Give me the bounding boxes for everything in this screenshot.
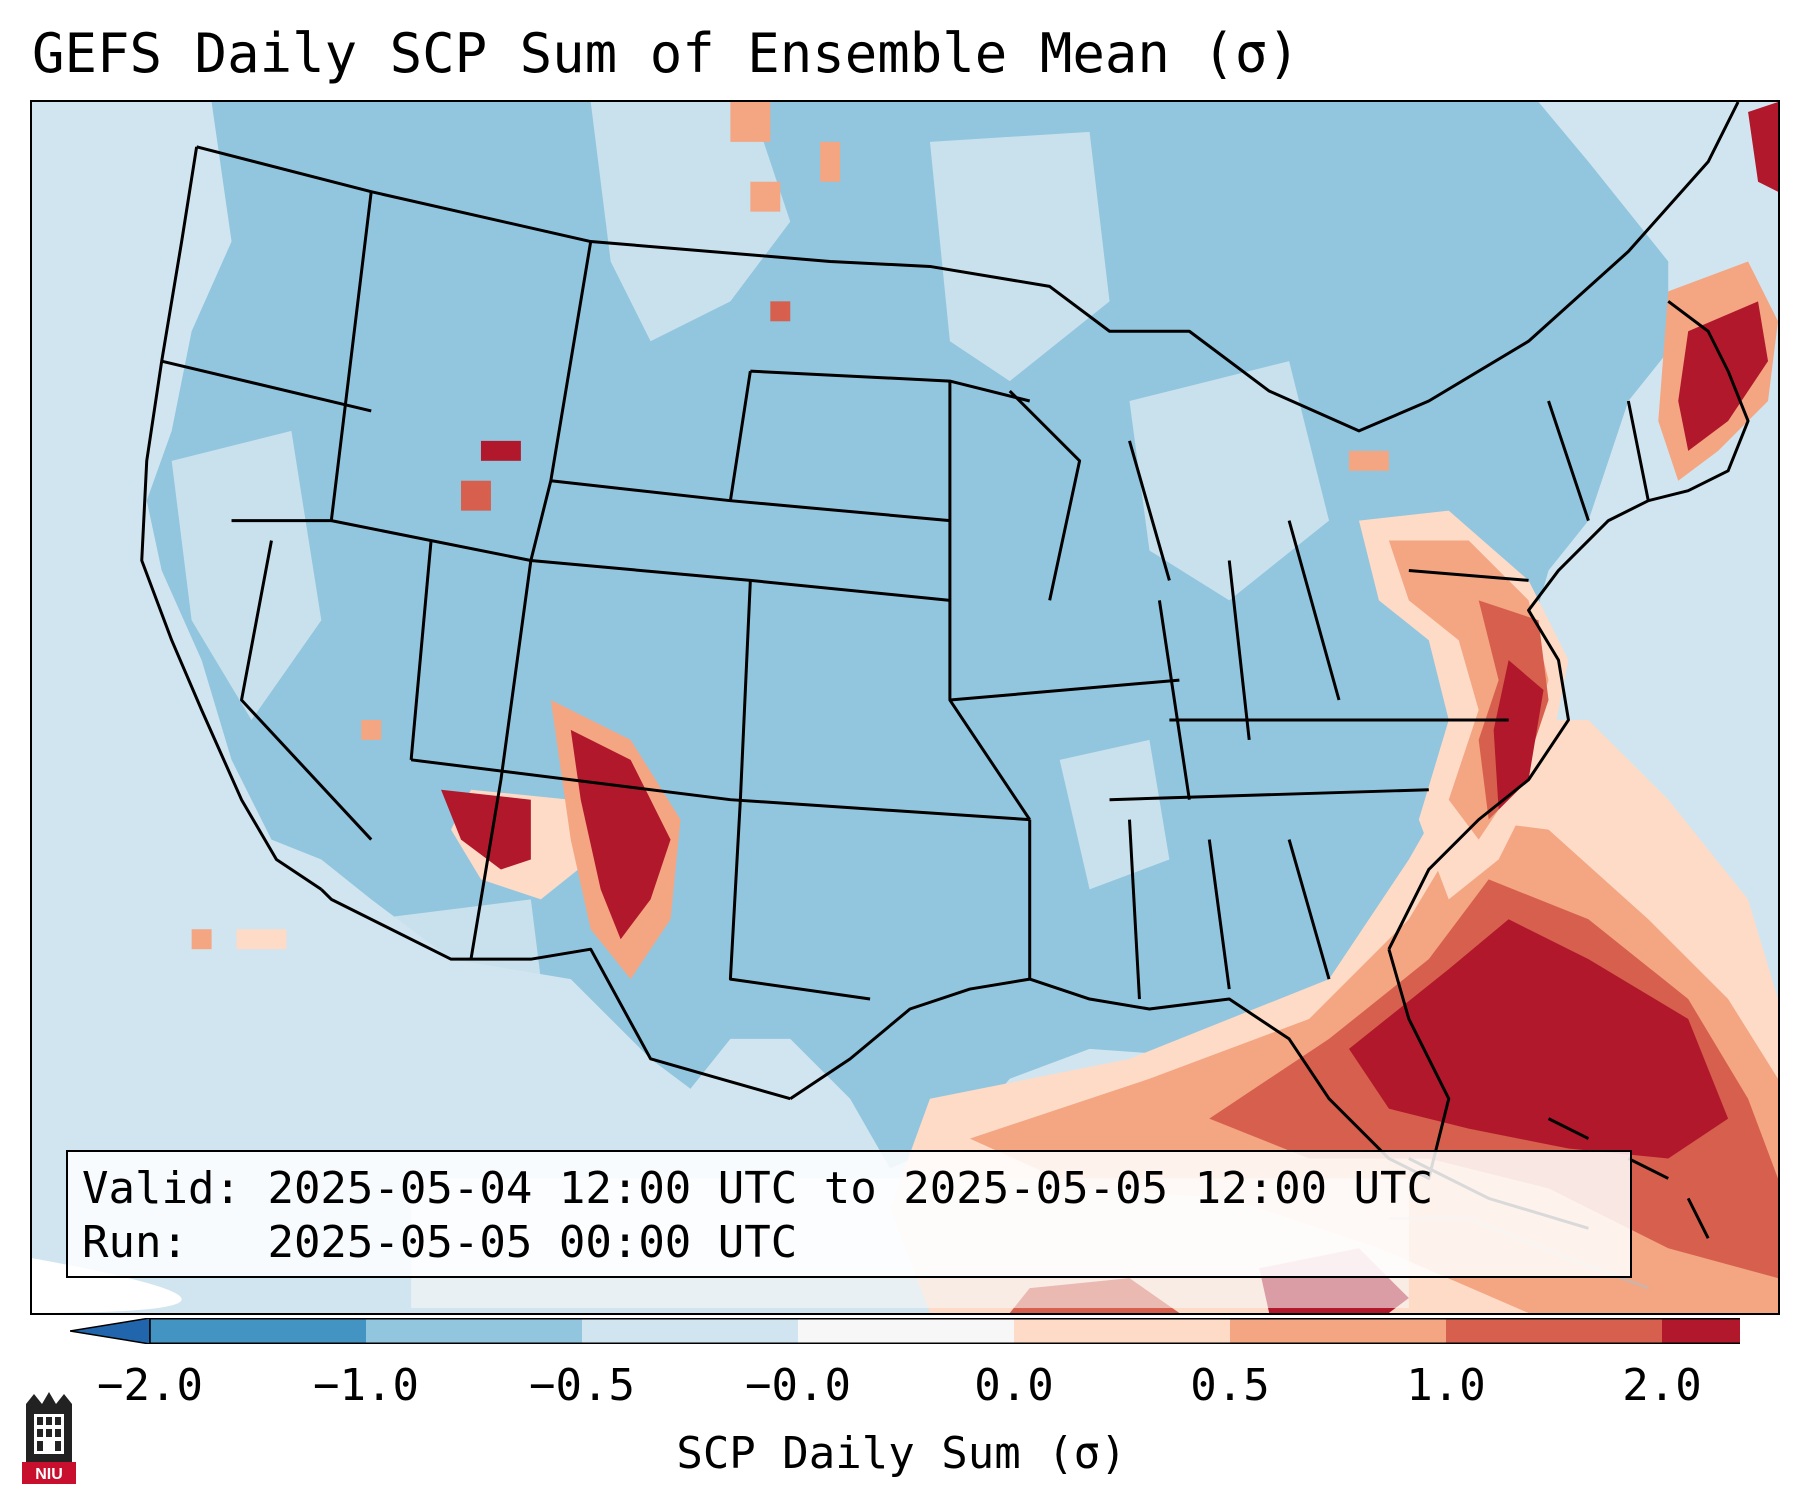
colorbar-label: SCP Daily Sum (σ) [676,1428,1127,1479]
colorbar [70,1318,1740,1344]
colorbar-tick: 0.0 [974,1360,1054,1411]
state-boundaries [140,102,1750,1180]
colorbar-tick: −0.5 [529,1360,635,1411]
colorbar-tick: 1.0 [1406,1360,1486,1411]
land-light-patch [171,430,322,720]
university-tower-icon: NIU [22,1392,76,1484]
land-light-patch [1129,361,1330,601]
land-light-patch [371,899,551,1119]
colorbar-segment [1230,1318,1446,1344]
valid-run-box: Valid: 2025-05-04 12:00 UTC to 2025-05-0… [66,1150,1632,1278]
colorbar-tick: 0.5 [1190,1360,1270,1411]
colorbar-segment [1446,1318,1662,1344]
colorbar-segment [1662,1318,1740,1344]
colorbar-extend-under [70,1318,151,1344]
land-light-patch [1059,739,1170,890]
colorbar-segment [1014,1318,1230,1344]
colorbar-tick: −0.0 [745,1360,851,1411]
logo-text: NIU [35,1466,63,1483]
colorbar-segment [150,1318,366,1344]
scp-map [32,102,1778,1313]
colorbar-tick: 2.0 [1622,1360,1702,1411]
run-value: 2025-05-05 00:00 UTC [267,1217,798,1268]
land-light-patch [929,131,1110,382]
colorbar-ticks: −2.0 −1.0 −0.5 −0.0 0.0 0.5 1.0 2.0 [0,1360,1803,1420]
colorbar-segment [366,1318,582,1344]
map-panel [30,100,1780,1315]
colorbar-outline [149,1318,1740,1344]
colorbar-segment [582,1318,798,1344]
run-label: Run: [82,1217,188,1268]
valid-label: Valid: [82,1163,241,1214]
valid-value: 2025-05-04 12:00 UTC to 2025-05-05 12:00… [267,1163,1434,1214]
map-title: GEFS Daily SCP Sum of Ensemble Mean (σ) [32,22,1300,85]
colorbar-tick: −1.0 [313,1360,419,1411]
colorbar-segment [798,1318,1014,1344]
land-light-patch [590,102,791,342]
colorbar-tick: −2.0 [97,1360,203,1411]
